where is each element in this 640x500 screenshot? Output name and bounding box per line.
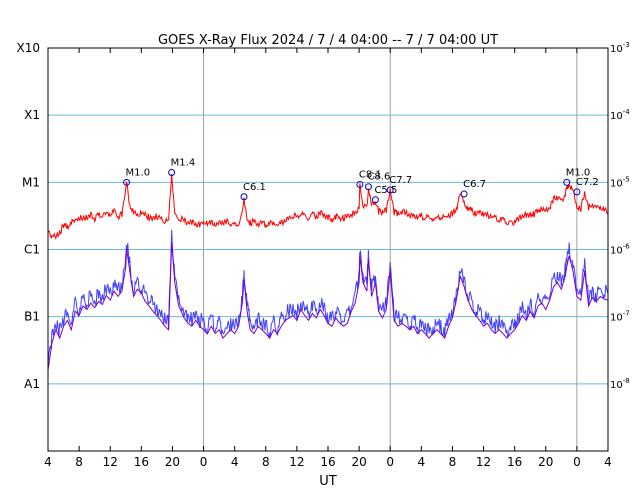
flare-label: C6.1 (243, 182, 266, 193)
y-tick-label-left: X10 (17, 41, 41, 55)
y-tick-label-left: A1 (24, 377, 40, 391)
flare-marker (356, 180, 364, 188)
y-tick-label-right: 10-3 (610, 41, 630, 55)
y-tick-label-left: X1 (24, 108, 40, 122)
flare-marker (371, 196, 379, 204)
x-tick-label: 16 (134, 455, 149, 469)
flare-marker (460, 190, 468, 198)
flare-annotations: M1.0M1.4C6.1C8.1C8.6C5.5C7.7 C6.7M1.0C7.2 (123, 158, 599, 204)
grid (48, 48, 608, 451)
y-tick-label-left: B1 (24, 310, 40, 324)
y-tick-label-right: 10-6 (610, 243, 630, 257)
y-axis-right-labels: 10-8 10-7 10-6 10-5 10-4 10-3 (610, 41, 630, 391)
x-tick-label: 8 (449, 455, 457, 469)
flare-marker (563, 178, 571, 186)
y-tick-label-left: M1 (22, 175, 40, 189)
y-axis-left-labels: A1 B1 C1 M1 X1 X10 (17, 41, 41, 391)
series-short-secondary-line (47, 242, 609, 371)
x-axis-title: UT (319, 474, 337, 489)
flare-label: C6.7 (463, 179, 486, 190)
x-tick-label: 8 (262, 455, 270, 469)
x-tick-label: 16 (507, 455, 522, 469)
y-tick-label-right: 10-8 (610, 377, 630, 391)
y-tick-label-right: 10-5 (610, 175, 630, 189)
flare-label: C7.7 (389, 175, 412, 186)
x-tick-label: 4 (44, 455, 52, 469)
y-tick-label-left: C1 (24, 243, 40, 257)
flare-label: C8.1 (359, 169, 382, 180)
flare-marker (123, 178, 131, 186)
flare-marker (168, 169, 176, 177)
x-tick-label: 0 (573, 455, 581, 469)
x-tick-label: 0 (386, 455, 394, 469)
flare-label: C8.6 (367, 172, 390, 183)
x-tick-label: 20 (351, 455, 366, 469)
x-tick-label: 4 (604, 455, 612, 469)
flare-label: M1.4 (171, 158, 196, 169)
y-tick-label-right: 10-7 (610, 310, 630, 324)
x-tick-label: 12 (103, 455, 118, 469)
x-tick-label: 12 (289, 455, 304, 469)
flare-marker (573, 188, 581, 196)
flare-marker (386, 186, 394, 194)
x-tick-label: 20 (538, 455, 553, 469)
flare-label: M1.0 (126, 167, 151, 178)
flare-label: M1.0 (566, 167, 591, 178)
series-long-line (47, 173, 609, 240)
series-lines (47, 173, 609, 371)
x-tick-label: 0 (200, 455, 208, 469)
x-tick-label: 16 (320, 455, 335, 469)
flare-label: C7.2 (576, 177, 599, 188)
x-tick-label: 4 (231, 455, 239, 469)
x-tick-label: 12 (476, 455, 491, 469)
flare-marker (364, 183, 372, 191)
flare-marker (240, 193, 248, 201)
x-tick-label: 8 (75, 455, 83, 469)
x-tick-label: 20 (165, 455, 180, 469)
x-axis-labels: 4 8 12 16 20 0 4 8 12 16 20 0 4 8 12 16 20 0 4 (44, 48, 612, 469)
flare-label: C5.5 (374, 185, 397, 196)
y-tick-label-right: 10-4 (610, 108, 630, 122)
chart-title: GOES X-Ray Flux 2024 / 7 / 4 04:00 -- 7 … (158, 33, 498, 48)
x-tick-label: 4 (418, 455, 426, 469)
